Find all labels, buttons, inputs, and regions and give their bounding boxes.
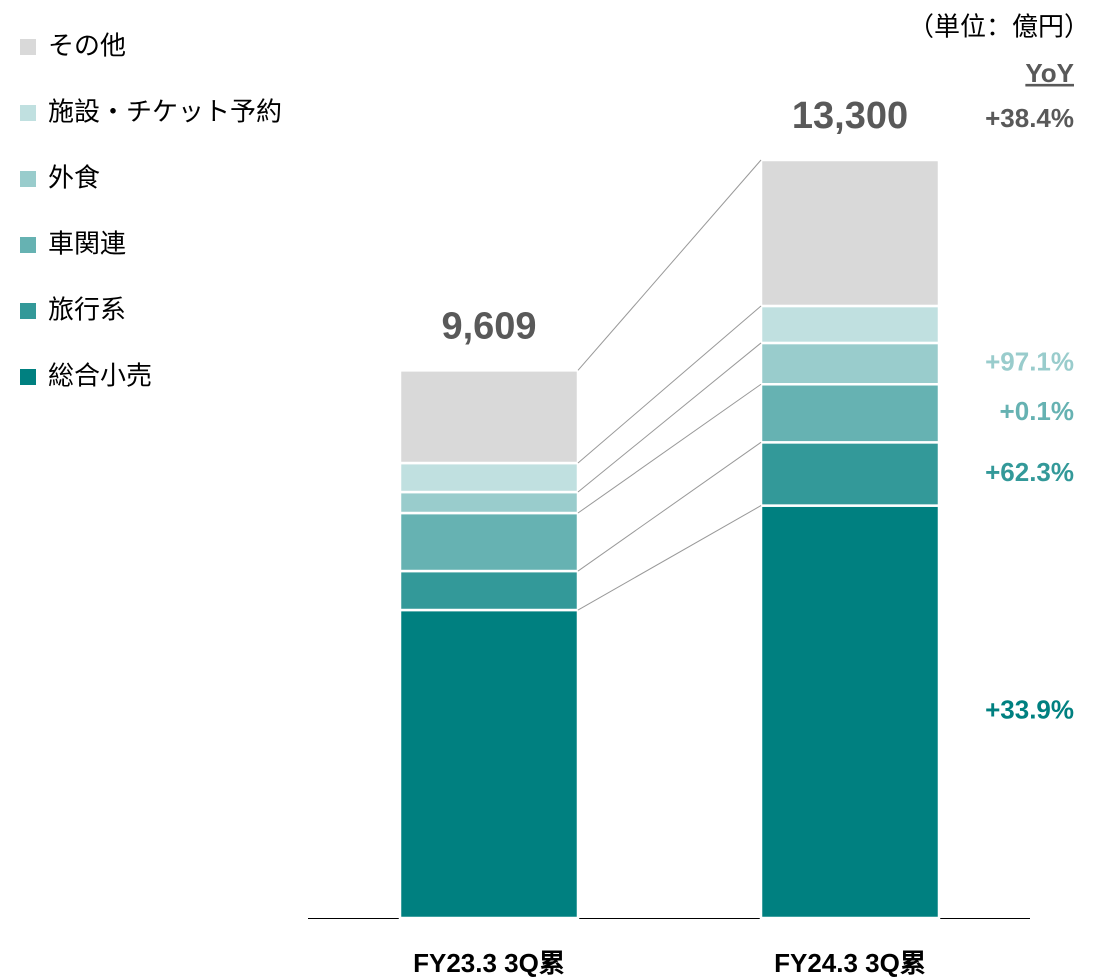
bar-segment — [398, 511, 580, 573]
yoy-title: YoY — [1025, 58, 1074, 88]
legend-label: その他 — [48, 32, 126, 62]
bar-segment — [759, 158, 941, 308]
yoy-label: +0.1% — [1000, 396, 1074, 426]
bar-segment — [759, 304, 941, 345]
total-yoy-label: +38.4% — [985, 103, 1074, 133]
connector — [577, 505, 762, 611]
yoy-label: +33.9% — [985, 695, 1074, 725]
bar-segment — [759, 383, 941, 444]
legend-label: 総合小売 — [48, 362, 152, 392]
bar-segment — [398, 369, 580, 465]
unit-label: （単位：億円） — [908, 13, 1090, 43]
legend-swatch — [20, 171, 36, 187]
legend-label: 施設・チケット予約 — [48, 98, 282, 128]
connector — [577, 441, 762, 572]
bar-segment — [759, 441, 941, 507]
bar-segment — [398, 569, 580, 612]
connector — [577, 342, 762, 493]
legend-swatch — [20, 105, 36, 121]
legend-swatch — [20, 369, 36, 385]
total-label: 9,609 — [441, 305, 536, 347]
legend-label: 旅行系 — [48, 296, 126, 326]
bar-segment — [398, 490, 580, 515]
legend-swatch — [20, 303, 36, 319]
yoy-label: +97.1% — [985, 346, 1074, 376]
bar-segment — [759, 341, 941, 386]
legend-swatch — [20, 237, 36, 253]
bar-segment — [398, 461, 580, 494]
legend-label: 外食 — [48, 164, 100, 194]
yoy-label: +62.3% — [985, 457, 1074, 487]
bar-segment — [759, 504, 941, 920]
legend-label: 車関連 — [48, 230, 126, 260]
x-tick-label: FY24.3 3Q累 — [774, 948, 926, 978]
bar-segment — [398, 608, 580, 920]
x-tick-label: FY23.3 3Q累 — [413, 948, 565, 978]
connector — [577, 305, 762, 464]
total-label: 13,300 — [792, 95, 908, 137]
connector — [577, 159, 762, 371]
connector — [577, 383, 762, 514]
legend-swatch — [20, 39, 36, 55]
